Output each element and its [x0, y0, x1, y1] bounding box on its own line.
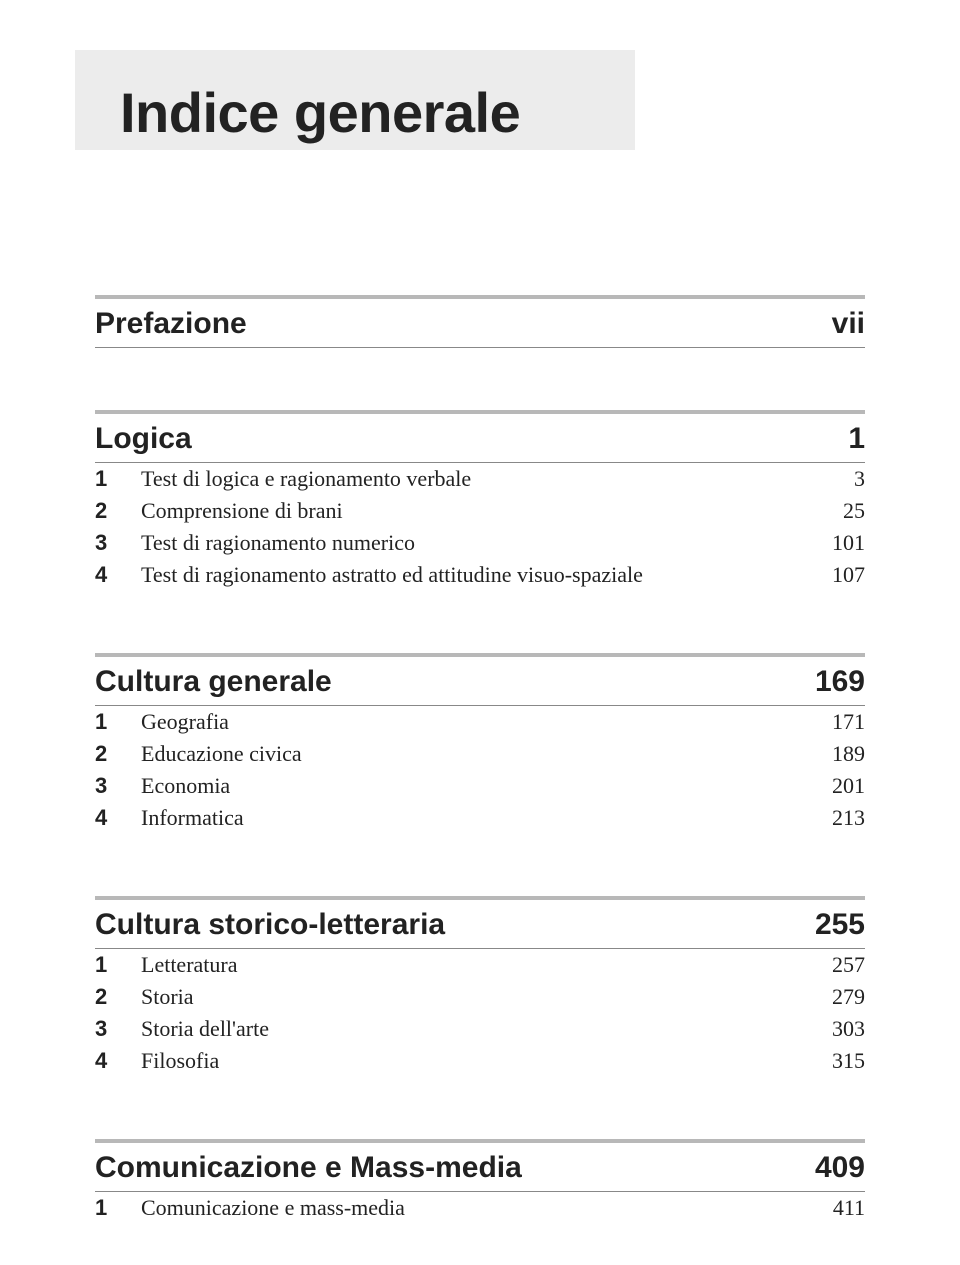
toc-row-page: 201: [805, 773, 865, 799]
toc-section: Cultura generale 169 1 Geografia 171 2 E…: [95, 653, 865, 834]
toc-row: 3 Test di ragionamento numerico 101: [95, 527, 865, 559]
page-title: Indice generale: [95, 50, 865, 145]
toc-row: 1 Geografia 171: [95, 706, 865, 738]
toc-row-num: 4: [95, 805, 141, 831]
toc-row-label: Test di logica e ragionamento verbale: [141, 466, 805, 492]
section-header: Comunicazione e Mass-media 409: [95, 1139, 865, 1192]
toc-row: 4 Filosofia 315: [95, 1045, 865, 1077]
toc-row-page: 189: [805, 741, 865, 767]
toc-row-label: Comprensione di brani: [141, 498, 805, 524]
toc-row-num: 3: [95, 530, 141, 556]
toc-row-num: 1: [95, 1195, 141, 1221]
toc-row-num: 3: [95, 1016, 141, 1042]
toc-row-num: 1: [95, 709, 141, 735]
section-header: Cultura storico-letteraria 255: [95, 896, 865, 949]
toc-row: 1 Comunicazione e mass-media 411: [95, 1192, 865, 1224]
toc-row: 3 Economia 201: [95, 770, 865, 802]
toc-row-num: 4: [95, 1048, 141, 1074]
toc-row: 1 Letteratura 257: [95, 949, 865, 981]
toc-row-page: 107: [805, 562, 865, 588]
toc-row-num: 1: [95, 952, 141, 978]
toc-row-page: 279: [805, 984, 865, 1010]
toc-row-label: Letteratura: [141, 952, 805, 978]
toc-row-label: Storia: [141, 984, 805, 1010]
toc-row: 2 Educazione civica 189: [95, 738, 865, 770]
toc-row-label: Test di ragionamento numerico: [141, 530, 805, 556]
toc-row-num: 2: [95, 741, 141, 767]
toc-row-page: 25: [805, 498, 865, 524]
toc-row-page: 315: [805, 1048, 865, 1074]
toc-row-label: Educazione civica: [141, 741, 805, 767]
section-title: Prefazione: [95, 307, 247, 341]
section-header: Prefazione vii: [95, 295, 865, 348]
toc-row-page: 171: [805, 709, 865, 735]
toc-section: Comunicazione e Mass-media 409 1 Comunic…: [95, 1139, 865, 1224]
toc-row-page: 101: [805, 530, 865, 556]
section-page: 1: [848, 422, 865, 456]
toc-row-label: Informatica: [141, 805, 805, 831]
toc-row-num: 1: [95, 466, 141, 492]
toc-row: 4 Test di ragionamento astratto ed attit…: [95, 559, 865, 591]
title-box: Indice generale: [95, 50, 865, 145]
toc-row-page: 257: [805, 952, 865, 978]
toc-section: Prefazione vii: [95, 295, 865, 348]
section-page: vii: [832, 307, 865, 341]
toc-section: Cultura storico-letteraria 255 1 Lettera…: [95, 896, 865, 1077]
section-page: 409: [815, 1151, 865, 1185]
toc-section: Logica 1 1 Test di logica e ragionamento…: [95, 410, 865, 591]
section-title: Cultura generale: [95, 665, 332, 699]
section-title: Cultura storico-letteraria: [95, 908, 445, 942]
toc-row-page: 3: [805, 466, 865, 492]
toc-row-page: 411: [805, 1195, 865, 1221]
toc-sections: Prefazione vii Logica 1 1 Test di logica…: [95, 295, 865, 1224]
section-header: Cultura generale 169: [95, 653, 865, 706]
toc-row-num: 4: [95, 562, 141, 588]
toc-row-page: 213: [805, 805, 865, 831]
tab-inner: [75, 150, 635, 250]
toc-row: 2 Storia 279: [95, 981, 865, 1013]
toc-row: 1 Test di logica e ragionamento verbale …: [95, 463, 865, 495]
toc-row-page: 303: [805, 1016, 865, 1042]
toc-row-label: Filosofia: [141, 1048, 805, 1074]
toc-row: 4 Informatica 213: [95, 802, 865, 834]
section-header: Logica 1: [95, 410, 865, 463]
section-page: 169: [815, 665, 865, 699]
toc-row-label: Geografia: [141, 709, 805, 735]
toc-row-num: 2: [95, 984, 141, 1010]
toc-row-num: 3: [95, 773, 141, 799]
toc-row-label: Storia dell'arte: [141, 1016, 805, 1042]
toc-row-label: Economia: [141, 773, 805, 799]
toc-row: 2 Comprensione di brani 25: [95, 495, 865, 527]
toc-row-label: Comunicazione e mass-media: [141, 1195, 805, 1221]
toc-row-num: 2: [95, 498, 141, 524]
toc-row: 3 Storia dell'arte 303: [95, 1013, 865, 1045]
toc-row-label: Test di ragionamento astratto ed attitud…: [141, 562, 805, 588]
section-title: Logica: [95, 422, 192, 456]
section-title: Comunicazione e Mass-media: [95, 1151, 522, 1185]
section-page: 255: [815, 908, 865, 942]
